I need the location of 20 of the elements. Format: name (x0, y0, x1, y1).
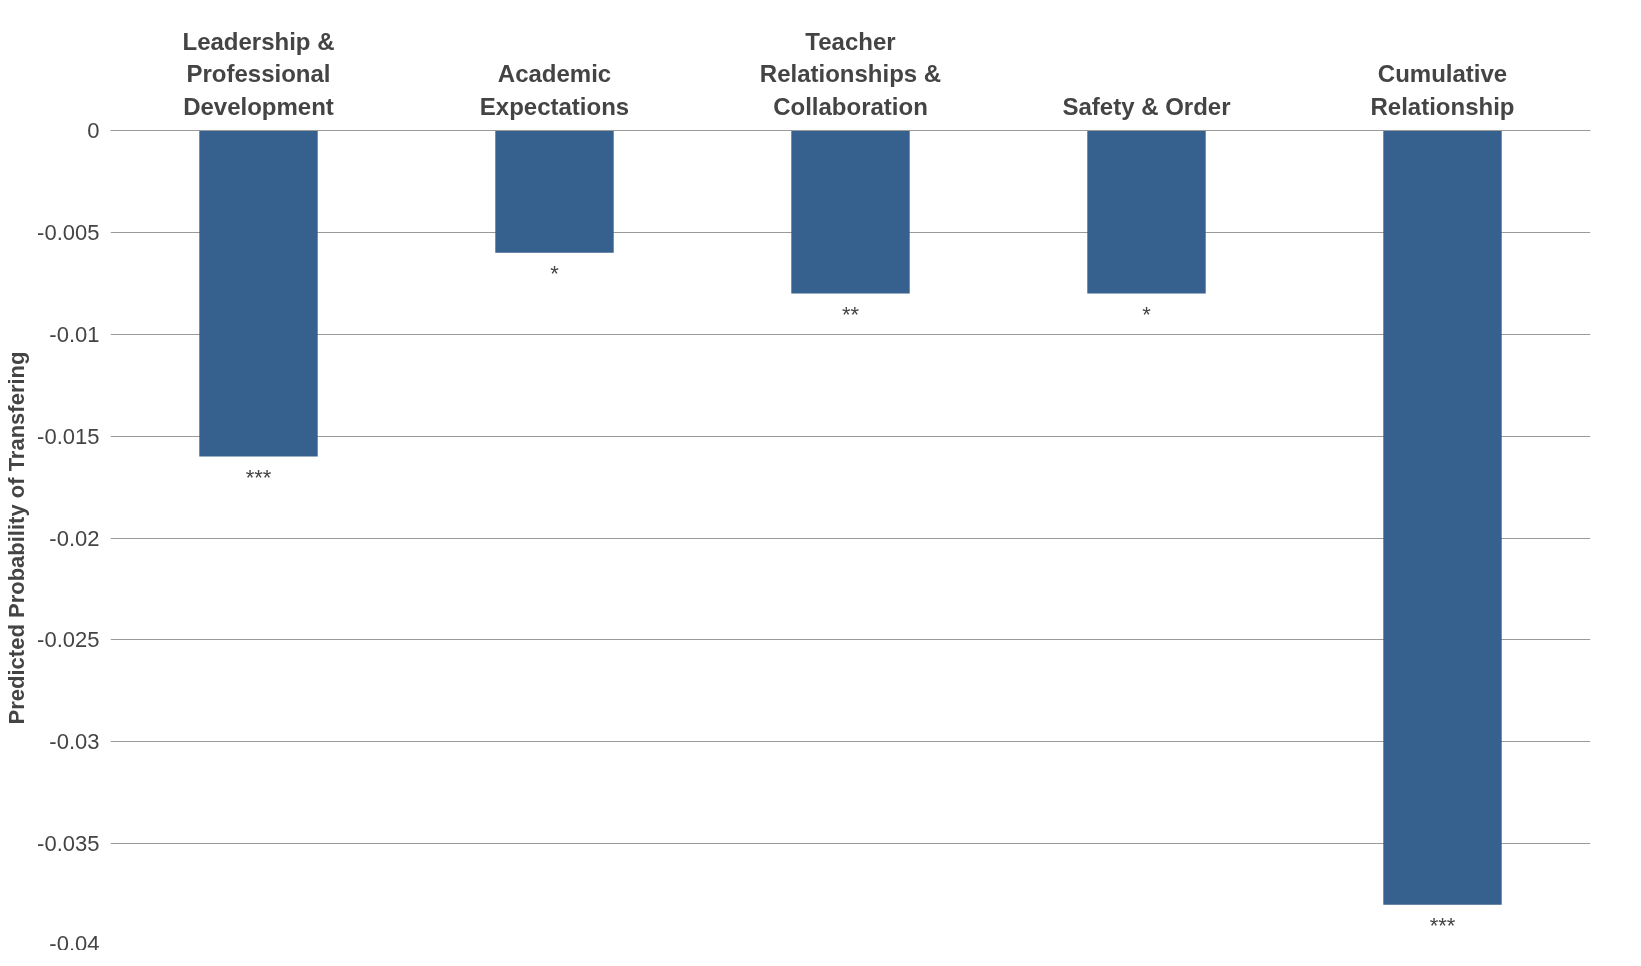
annotation: * (550, 260, 560, 286)
y-tick-label: -0.025 (37, 627, 100, 653)
annotation: ** (841, 301, 860, 327)
y-tick-label: -0.035 (37, 831, 100, 857)
y-tick-label: -0.03 (49, 729, 100, 755)
y-tick-label: -0.01 (49, 321, 100, 347)
x-tick-label: Safety & Order (1062, 92, 1231, 120)
y-tick-label: -0.005 (37, 219, 100, 245)
y-tick-label: -0.015 (37, 423, 100, 449)
y-axis-title: Predicted Probability of Transfering (4, 351, 30, 725)
x-tick-label: Academic Expectations (479, 60, 630, 120)
annotation: * (1142, 301, 1152, 327)
x-tick-label: Leadership & Professional Development (182, 27, 335, 120)
x-tick-label: Teacher Relationships & Collaboration (759, 27, 942, 120)
annotation: *** (1429, 912, 1456, 938)
x-tick-label: Cumulative Relationship (1370, 60, 1515, 120)
annotation: *** (245, 464, 272, 490)
y-tick-label: -0.04 (49, 930, 100, 956)
y-tick-label: 0 (87, 118, 100, 143)
y-tick-label: -0.02 (49, 525, 100, 551)
